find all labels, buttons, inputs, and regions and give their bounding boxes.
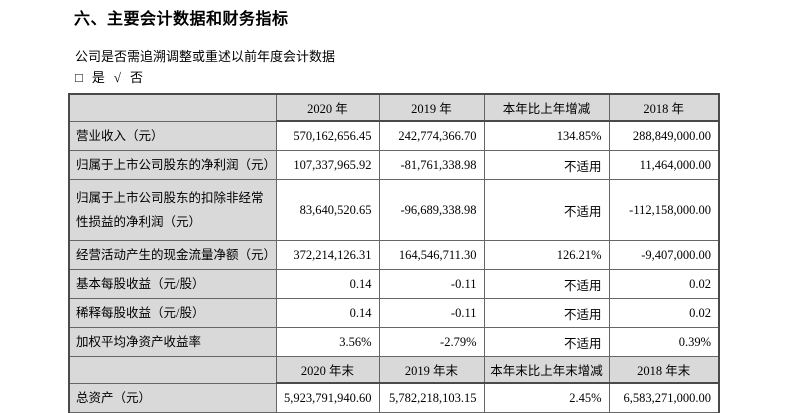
row-label: 稀释每股收益（元/股） <box>68 298 277 328</box>
header-cell-empty <box>68 356 277 384</box>
value-2020: 570,162,656.45 <box>275 120 380 151</box>
value-2019: -81,761,338.98 <box>378 150 485 180</box>
yes-no-checkbox-row: □ 是 √ 否 <box>75 67 152 86</box>
row-label: 营业收入（元） <box>68 120 277 151</box>
value-change: 不适用 <box>483 298 610 328</box>
header-cell-2020: 2020 年 <box>275 93 380 122</box>
table-row-diluted-eps: 稀释每股收益（元/股） 0.14 -0.11 不适用 0.02 <box>68 298 720 328</box>
no-label: 否 <box>130 70 144 85</box>
value-2020: 0.14 <box>275 298 380 328</box>
value-2019: -96,689,338.98 <box>378 179 485 241</box>
value-2018: 0.39% <box>608 327 720 357</box>
value-2020: 0.14 <box>275 269 380 299</box>
row-label: 基本每股收益（元/股） <box>68 269 277 299</box>
header-cell-2018-end: 2018 年末 <box>608 356 720 384</box>
annual-header-row: 2020 年 2019 年 本年比上年增减 2018 年 <box>68 93 720 122</box>
table-row-net-profit: 归属于上市公司股东的净利润（元） 107,337,965.92 -81,761,… <box>68 150 720 180</box>
value-change: 2.45% <box>483 382 610 413</box>
financial-indicators-table: 2020 年 2019 年 本年比上年增减 2018 年 营业收入（元） 570… <box>68 93 720 413</box>
header-cell-2019-end: 2019 年末 <box>378 356 485 384</box>
value-change: 不适用 <box>483 269 610 299</box>
header-cell-2018: 2018 年 <box>608 93 720 122</box>
value-2018: 0.02 <box>608 269 720 299</box>
table-row-weighted-avg-roe: 加权平均净资产收益率 3.56% -2.79% 不适用 0.39% <box>68 327 720 357</box>
checkbox-unchecked-icon: □ <box>75 70 83 85</box>
row-label: 总资产（元） <box>68 382 277 413</box>
value-2020: 83,640,520.65 <box>275 179 380 241</box>
value-2018: 288,849,000.00 <box>608 120 720 151</box>
header-cell-empty <box>68 93 277 122</box>
value-2018: 6,583,271,000.00 <box>608 382 720 413</box>
value-2020: 5,923,791,940.60 <box>275 382 380 413</box>
value-change: 不适用 <box>483 150 610 180</box>
value-2018: -112,158,000.00 <box>608 179 720 241</box>
value-2018: -9,407,000.00 <box>608 240 720 270</box>
row-label: 归属于上市公司股东的净利润（元） <box>68 150 277 180</box>
header-cell-yoy-change: 本年比上年增减 <box>483 93 610 122</box>
table-row-basic-eps: 基本每股收益（元/股） 0.14 -0.11 不适用 0.02 <box>68 269 720 299</box>
table-row-revenue: 营业收入（元） 570,162,656.45 242,774,366.70 13… <box>68 120 720 151</box>
value-2020: 107,337,965.92 <box>275 150 380 180</box>
value-2019: -0.11 <box>378 298 485 328</box>
row-label: 经营活动产生的现金流量净额（元） <box>68 240 277 270</box>
value-2019: 5,782,218,103.15 <box>378 382 485 413</box>
value-change: 不适用 <box>483 179 610 241</box>
header-cell-yearend-change: 本年末比上年末增减 <box>483 356 610 384</box>
value-2020: 3.56% <box>275 327 380 357</box>
table-row-operating-cash-flow: 经营活动产生的现金流量净额（元） 372,214,126.31 164,546,… <box>68 240 720 270</box>
section-title: 六、主要会计数据和财务指标 <box>74 11 289 28</box>
restatement-question: 公司是否需追溯调整或重述以前年度会计数据 <box>75 49 336 64</box>
value-2019: 242,774,366.70 <box>378 120 485 151</box>
value-2018: 0.02 <box>608 298 720 328</box>
value-2020: 372,214,126.31 <box>275 240 380 270</box>
value-2019: 164,546,711.30 <box>378 240 485 270</box>
value-change: 不适用 <box>483 327 610 357</box>
table-row-net-profit-excl-nonrecurring: 归属于上市公司股东的扣除非经常性损益的净利润（元） 83,640,520.65 … <box>68 179 720 241</box>
header-cell-2019: 2019 年 <box>378 93 485 122</box>
value-2019: -2.79% <box>378 327 485 357</box>
checkmark-icon: √ <box>113 70 122 85</box>
yearend-header-row: 2020 年末 2019 年末 本年末比上年末增减 2018 年末 <box>68 356 720 384</box>
value-change: 126.21% <box>483 240 610 270</box>
header-cell-2020-end: 2020 年末 <box>275 356 380 384</box>
value-2018: 11,464,000.00 <box>608 150 720 180</box>
row-label: 加权平均净资产收益率 <box>68 327 277 357</box>
table-row-total-assets: 总资产（元） 5,923,791,940.60 5,782,218,103.15… <box>68 382 720 413</box>
row-label: 归属于上市公司股东的扣除非经常性损益的净利润（元） <box>68 179 277 241</box>
value-change: 134.85% <box>483 120 610 151</box>
value-2019: -0.11 <box>378 269 485 299</box>
yes-label: 是 <box>91 70 105 85</box>
